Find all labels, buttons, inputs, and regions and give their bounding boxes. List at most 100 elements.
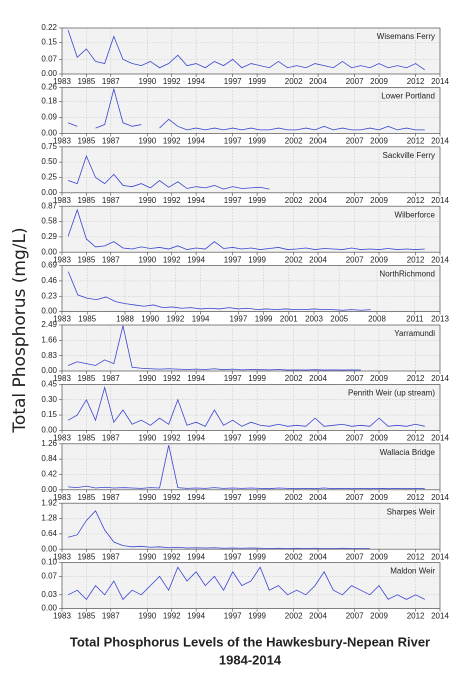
y-tick-label: 0.22: [41, 23, 57, 32]
y-axis-label: Total Phosphorus (mg/L): [10, 227, 30, 433]
x-tick-label: 1992: [163, 493, 181, 502]
plot-frame: [61, 562, 441, 609]
y-tick-label: 0.15: [41, 410, 57, 419]
x-tick-label: 1999: [248, 493, 266, 502]
x-tick-label: 1997: [224, 434, 242, 443]
x-tick-label: 1997: [224, 493, 242, 502]
y-tick-label: 0.07: [41, 572, 57, 581]
y-tick-label: 1.92: [41, 498, 57, 507]
y-tick-label: 0.10: [41, 558, 57, 567]
x-tick-label: 1985: [77, 493, 95, 502]
panel: 0.00 0.64 1.28 1.92 1983 1985 1987 1990 1992 1994…: [41, 498, 449, 561]
x-tick-label: 2014: [431, 612, 449, 621]
y-tick-label: 0.00: [41, 247, 57, 256]
x-tick-label: 1987: [102, 77, 120, 86]
x-tick-label: 2004: [309, 612, 327, 621]
x-tick-label: 1990: [138, 552, 156, 561]
plot-frame: [61, 146, 441, 194]
x-tick-label: 2012: [407, 434, 425, 443]
y-tick-label: 0.03: [41, 590, 57, 599]
y-tick-label: 0.00: [41, 69, 57, 78]
plot-frame: [61, 502, 441, 550]
y-tick-label: 0.15: [41, 38, 57, 47]
x-tick-label: 1999: [248, 77, 266, 86]
x-tick-label: 2004: [309, 255, 327, 264]
x-tick-label: 1992: [163, 255, 181, 264]
x-tick-label: 1994: [187, 434, 205, 443]
x-tick-label: 1999: [248, 137, 266, 146]
x-tick-label: 2012: [407, 612, 425, 621]
x-tick-label: 1990: [138, 137, 156, 146]
x-tick-label: 1999: [248, 434, 266, 443]
x-tick-label: 1994: [187, 552, 205, 561]
panel: 0.00 0.42 0.84 1.26 1983 1985 1987 1990 1992 1994…: [41, 439, 449, 502]
x-tick-label: 2007: [346, 196, 364, 205]
panel-title: Yarramundi: [394, 329, 435, 338]
x-tick-label: 1994: [187, 196, 205, 205]
x-tick-label: 1992: [163, 137, 181, 146]
x-tick-label: 1990: [138, 255, 156, 264]
x-tick-label: 1992: [163, 434, 181, 443]
x-tick-label: 2009: [370, 374, 388, 383]
y-tick-label: 0.69: [41, 261, 57, 270]
x-tick-label: 1994: [187, 77, 205, 86]
x-tick-label: 1987: [102, 612, 120, 621]
y-tick-label: 0.23: [41, 291, 57, 300]
data-line: [67, 87, 425, 131]
x-tick-label: 2003: [305, 315, 323, 324]
panel: 0.00 0.83 1.66 2.49 1983 1985 1987 1990 1992 1994…: [41, 320, 449, 383]
x-tick-label: 1994: [187, 612, 205, 621]
x-tick-label: 2009: [370, 493, 388, 502]
x-tick-label: 1985: [78, 315, 96, 324]
y-tick-label: 0.45: [41, 380, 57, 389]
x-tick-label: 2007: [346, 255, 364, 264]
x-tick-label: 2009: [370, 137, 388, 146]
x-tick-label: 2004: [309, 493, 327, 502]
y-tick-label: 0.00: [41, 544, 57, 553]
data-line: [67, 566, 425, 601]
x-tick-label: 1997: [224, 612, 242, 621]
y-tick-label: 1.28: [41, 514, 57, 523]
plot-background: [62, 562, 440, 609]
x-tick-label: 1985: [77, 552, 95, 561]
y-tick-label: 0.50: [41, 157, 57, 166]
x-tick-label: 1994: [187, 255, 205, 264]
y-tick-label: 0.00: [41, 426, 57, 435]
x-tick-label: 2011: [406, 315, 424, 324]
x-tick-label: 2007: [346, 374, 364, 383]
panel-title: Penrith Weir (up stream): [348, 389, 435, 398]
x-tick-label: 1997: [224, 255, 242, 264]
plot-background: [62, 384, 440, 431]
x-tick-label: 1992: [167, 315, 185, 324]
x-tick-label: 1992: [163, 77, 181, 86]
y-tick-label: 0.84: [41, 454, 57, 463]
plot-frame: [61, 265, 441, 312]
x-tick-label: 2012: [407, 493, 425, 502]
x-tick-label: 1987: [102, 137, 120, 146]
panel: 0.00 0.29 0.58 0.87 1983 1985 1987 1990 1992 1994…: [41, 201, 449, 264]
x-tick-label: 2009: [370, 434, 388, 443]
x-tick-label: 2004: [309, 552, 327, 561]
x-tick-label: 1985: [77, 255, 95, 264]
x-tick-label: 1997: [224, 196, 242, 205]
x-tick-label: 1997: [224, 137, 242, 146]
y-tick-label: 0.00: [41, 604, 57, 613]
panel-title: Wisemans Ferry: [377, 32, 435, 41]
x-tick-label: 1997: [224, 77, 242, 86]
y-tick-label: 0.29: [41, 232, 57, 241]
x-tick-label: 2007: [346, 552, 364, 561]
plot-background: [62, 325, 440, 371]
x-tick-label: 1983: [53, 315, 71, 324]
y-tick-label: 0.75: [41, 142, 57, 151]
x-tick-label: 1987: [102, 493, 120, 502]
x-tick-label: 2012: [407, 137, 425, 146]
y-tick-label: 0.30: [41, 395, 57, 404]
x-tick-label: 2012: [407, 255, 425, 264]
plot-frame: [61, 443, 441, 491]
x-tick-label: 2009: [370, 255, 388, 264]
y-tick-label: 1.66: [41, 335, 57, 344]
x-tick-label: 2002: [285, 552, 303, 561]
x-tick-label: 1999: [248, 374, 266, 383]
data-line: [67, 271, 371, 311]
panel: 0.00 0.09 0.18 0.26 1983 1985 1987 1990 1992 1994…: [41, 83, 449, 146]
